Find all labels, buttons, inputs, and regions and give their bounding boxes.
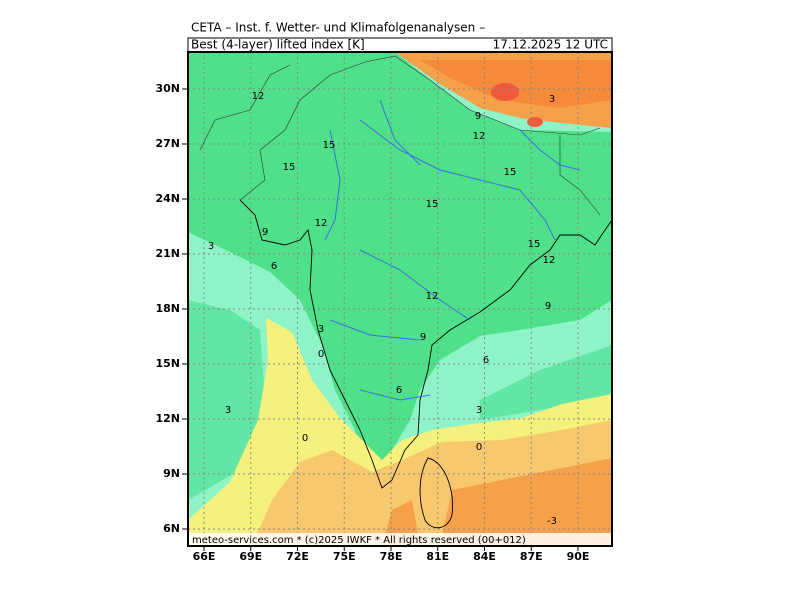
lat-label: 15N [155, 357, 180, 370]
contour-label: 12 [315, 218, 328, 229]
field-green [188, 52, 612, 480]
coastline [239, 199, 612, 489]
contour-label: 9 [262, 227, 268, 238]
contour-label: 15 [283, 162, 296, 173]
lon-label: 66E [193, 550, 216, 563]
contour-label: 12 [473, 131, 486, 142]
lon-label: 84E [473, 550, 496, 563]
contour-label: 6 [483, 355, 489, 366]
contour-label: 0 [302, 433, 308, 444]
field-teal [188, 300, 612, 500]
lat-label: 27N [155, 137, 180, 150]
lat-label: 24N [155, 192, 180, 205]
valid-time: 17.12.2025 12 UTC [493, 38, 608, 52]
lon-label: 75E [333, 550, 356, 563]
contour-label: 6 [271, 261, 277, 272]
contour-label: 3 [476, 405, 482, 416]
sri-lanka [419, 457, 453, 529]
header-title: CETA – Inst. f. Wetter- und Klimafolgena… [191, 21, 485, 35]
lat-label: 30N [155, 82, 180, 95]
contour-label: 12 [426, 291, 439, 302]
contour-label: 15 [504, 167, 517, 178]
contour-label: 15 [426, 199, 439, 210]
lat-label: 9N [163, 467, 180, 480]
lat-label: 21N [155, 247, 180, 260]
contour-label: 9 [545, 301, 551, 312]
contour-label: 15 [528, 239, 541, 250]
contour-label: 3 [208, 241, 214, 252]
lat-label: 18N [155, 302, 180, 315]
contour-label: 12 [543, 255, 556, 266]
lon-label: 87E [520, 550, 543, 563]
field-himalaya-core [420, 60, 612, 108]
contour-label: 12 [252, 91, 265, 102]
contour-label: 15 [323, 140, 336, 151]
contour-label: 6 [396, 385, 402, 396]
contour-label: 9 [475, 111, 481, 122]
lon-label: 81E [426, 550, 449, 563]
axes: 30N 27N 24N 21N 18N 15N 12N 9N 6N 66E 69E 72E 75E 78E… [155, 82, 589, 563]
field-red-spot [527, 117, 543, 127]
contour-labels: 12 15 15 15 15 12 9 3 6 15 12 12 9 3 0 9… [208, 91, 557, 527]
lon-label: 72E [286, 550, 309, 563]
contour-label: 0 [476, 442, 482, 453]
lon-label: 90E [567, 550, 590, 563]
lat-label: 6N [163, 522, 180, 535]
contour-label: 0 [318, 349, 324, 360]
contour-label: 9 [420, 332, 426, 343]
graticule [188, 52, 612, 546]
lon-label: 69E [239, 550, 262, 563]
footer-box [188, 533, 612, 546]
contour-label: 3 [225, 405, 231, 416]
map-frame [187, 51, 613, 547]
parameter: Best (4-layer) lifted index [K] [191, 38, 365, 52]
contour-label: -3 [547, 516, 557, 527]
rivers [324, 99, 581, 401]
credit: meteo-services.com * (c)2025 IWKF * All … [192, 535, 526, 546]
lat-label: 12N [155, 412, 180, 425]
map-field: 12 15 15 15 15 12 9 3 6 15 12 12 9 3 0 9… [188, 52, 612, 546]
contour-label: 3 [318, 324, 324, 335]
field-orange [382, 458, 612, 546]
field-red-spot [491, 83, 519, 101]
lon-label: 78E [380, 550, 403, 563]
borders [199, 55, 601, 216]
contour-label: 3 [549, 94, 555, 105]
